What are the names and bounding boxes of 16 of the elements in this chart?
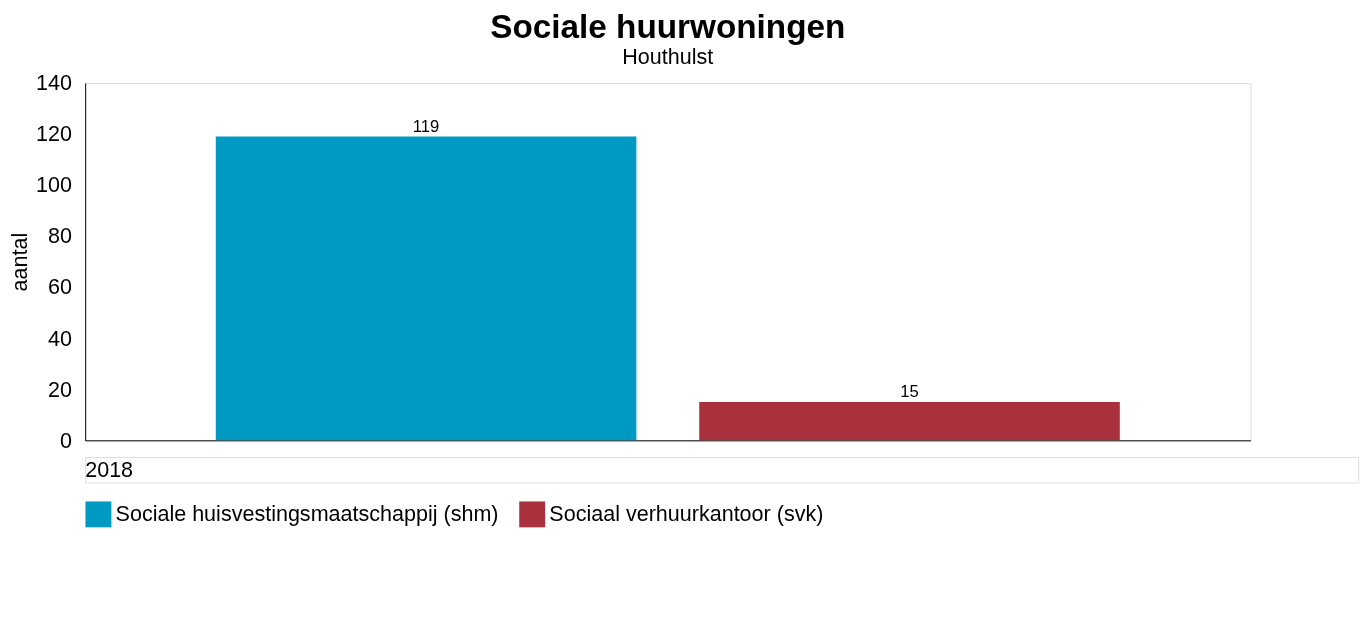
y-tick-label: 0 bbox=[59, 428, 72, 453]
chart-subtitle: Houthulst bbox=[622, 45, 714, 70]
legend-label: Sociaal verhuurkantoor (svk) bbox=[549, 502, 824, 527]
y-tick-label: 80 bbox=[48, 224, 72, 249]
y-tick-label: 20 bbox=[48, 377, 72, 402]
y-tick-label: 120 bbox=[36, 122, 72, 147]
y-tick-label: 40 bbox=[48, 326, 72, 351]
y-tick-label: 100 bbox=[36, 173, 72, 198]
text: 2018 bbox=[85, 457, 134, 482]
chart-title: Sociale huurwoningen bbox=[490, 7, 846, 45]
y-tick-label: 140 bbox=[36, 71, 72, 96]
data-label: 119 bbox=[412, 116, 440, 136]
y-tick-label: 60 bbox=[48, 275, 72, 300]
legend-label: Sociale huisvestingsmaatschappij (shm) bbox=[115, 502, 499, 527]
data-label: 15 bbox=[900, 382, 919, 402]
y-axis-title: aantal bbox=[8, 232, 33, 292]
